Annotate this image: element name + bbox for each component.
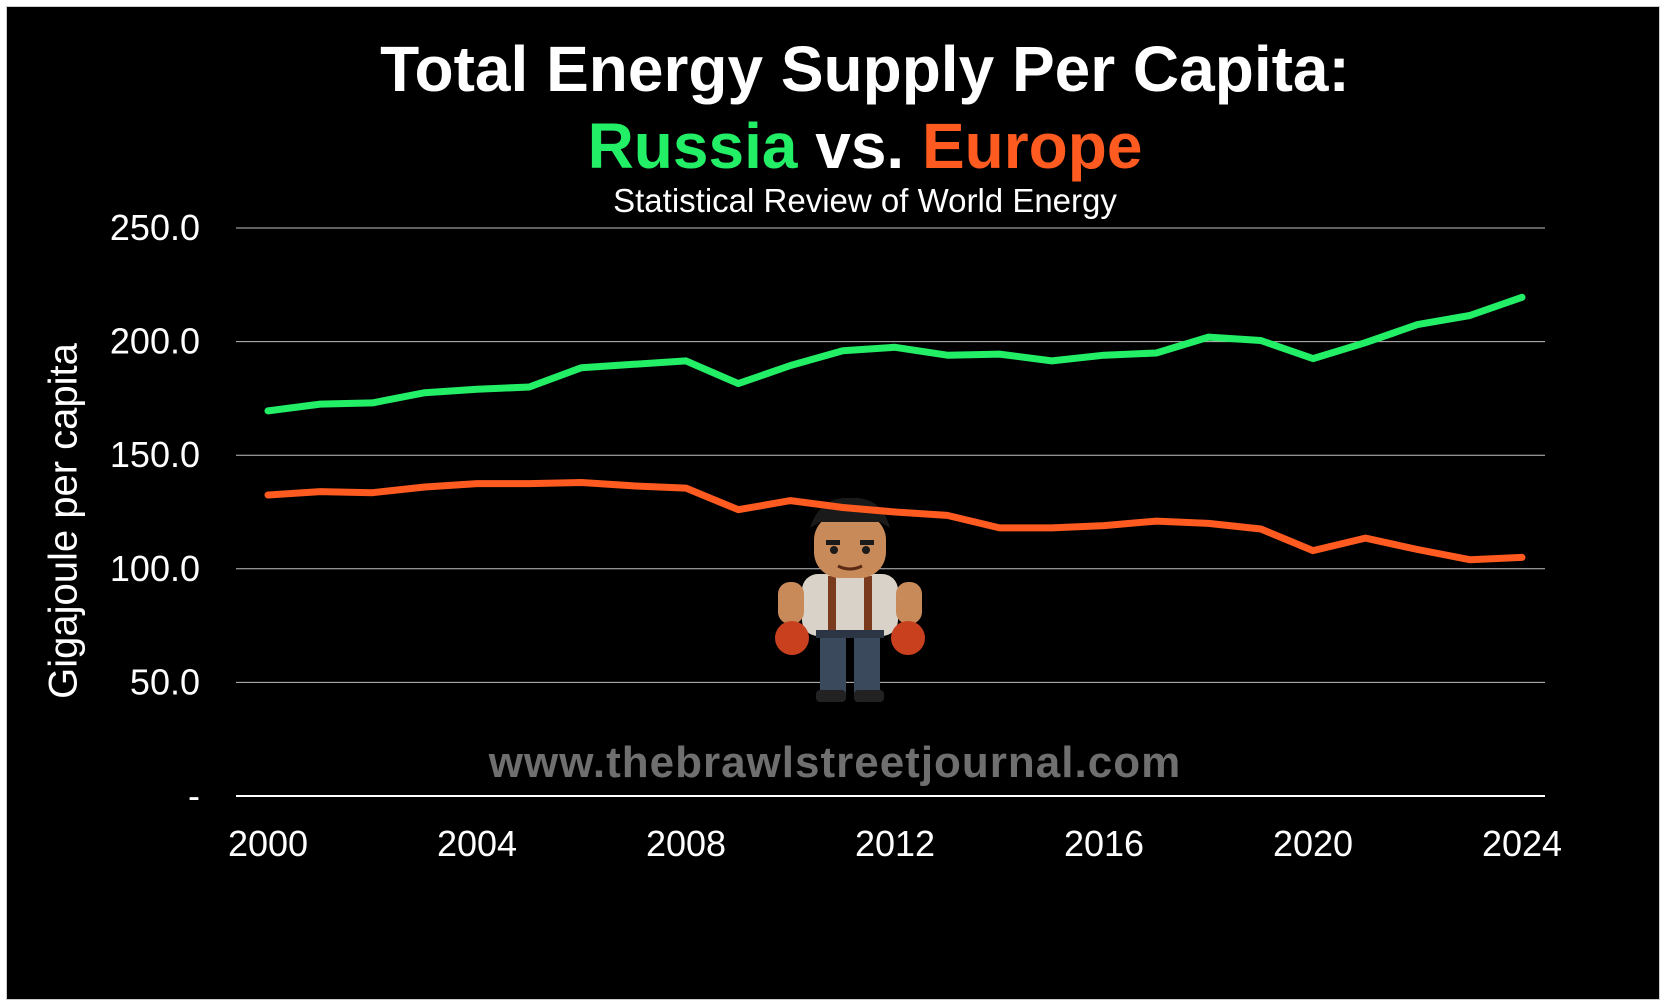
gridlines (236, 227, 1545, 797)
title-russia: Russia (587, 110, 798, 182)
series-line-russia (264, 293, 1526, 415)
y-tick-label: 250.0 (110, 207, 200, 248)
chart-title: Total Energy Supply Per Capita: (380, 33, 1350, 105)
y-tick-label: 150.0 (110, 434, 200, 475)
chart-subtitle: Statistical Review of World Energy (613, 182, 1117, 219)
y-tick-label: 100.0 (110, 548, 200, 589)
chart-title-comparison: Russia vs. Europe (0, 111, 1668, 181)
brawler-mascot-icon (775, 497, 925, 702)
series-line-europe (264, 479, 1526, 564)
x-tick-label: 2024 (1482, 823, 1562, 864)
y-axis-ticks: - 50.0 100.0 150.0 200.0 250.0 (110, 207, 200, 816)
x-tick-label: 2016 (1064, 823, 1144, 864)
x-tick-label: 2020 (1273, 823, 1353, 864)
series-lines (264, 293, 1526, 564)
y-tick-label: 200.0 (110, 321, 200, 362)
y-tick-label: 50.0 (130, 661, 200, 702)
y-tick-label: - (188, 775, 200, 816)
x-tick-label: 2008 (646, 823, 726, 864)
title-vs: vs. (797, 110, 922, 182)
title-europe: Europe (921, 110, 1143, 182)
watermark-url: www.thebrawlstreetjournal.com (488, 738, 1182, 787)
x-tick-label: 2012 (855, 823, 935, 864)
x-tick-label: 2000 (228, 823, 308, 864)
x-axis-ticks: 2000 2004 2008 2012 2016 2020 2024 (228, 823, 1562, 864)
x-tick-label: 2004 (437, 823, 517, 864)
